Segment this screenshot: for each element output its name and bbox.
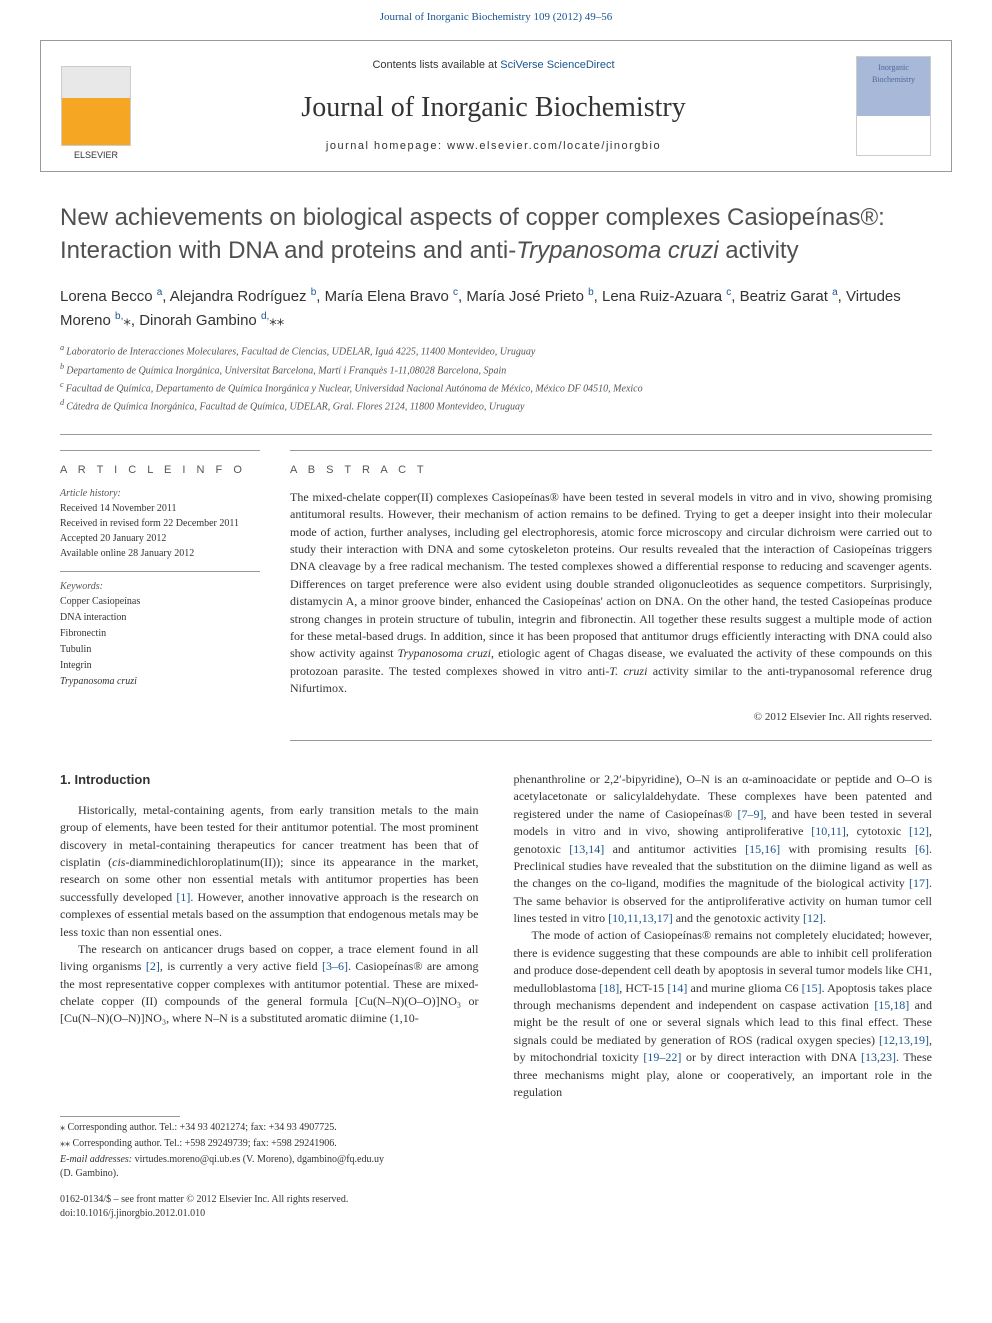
intro-paragraph-3: The mode of action of Casiopeínas® remai… [514,927,933,1101]
corresponding-2: ⁎⁎ Corresponding author. Tel.: +598 2924… [60,1137,446,1151]
ref-link[interactable]: [13,23] [861,1050,896,1064]
intro-heading: 1. Introduction [60,771,479,790]
intro-paragraph-1: Historically, metal-containing agents, f… [60,802,479,941]
ref-link[interactable]: [12] [803,911,823,925]
elsevier-logo [61,66,131,146]
ref-link[interactable]: [3–6] [322,959,348,973]
history-label: Article history: [60,487,260,501]
ref-link[interactable]: [12] [909,824,929,838]
ref-link[interactable]: [15] [802,981,822,995]
body-column-right: phenanthroline or 2,2′-bipyridine), O–N … [514,771,933,1101]
body-column-left: 1. Introduction Historically, metal-cont… [60,771,479,1101]
ref-link[interactable]: [15,18] [874,998,909,1012]
ref-link[interactable]: [13,14] [569,842,604,856]
journal-citation-link[interactable]: Journal of Inorganic Biochemistry 109 (2… [0,0,992,30]
journal-header-box: Contents lists available at SciVerse Sci… [40,40,952,172]
ref-link[interactable]: [17] [909,876,929,890]
abstract-divider [290,740,932,741]
ref-link[interactable]: [2] [146,959,160,973]
affiliations: a Laboratorio de Interacciones Molecular… [0,342,992,414]
ref-link[interactable]: [18] [599,981,619,995]
email-name-2: (D. Gambino). [60,1167,446,1181]
abstract-section: A B S T R A C T The mixed-chelate copper… [290,450,932,740]
ref-link[interactable]: [10,11] [811,824,846,838]
keywords-label: Keywords: [60,580,260,594]
journal-homepage: journal homepage: www.elsevier.com/locat… [151,139,836,154]
journal-name: Journal of Inorganic Biochemistry [151,88,836,127]
ref-link[interactable]: [7–9] [737,807,763,821]
issn-line: 0162-0134/$ – see front matter © 2012 El… [60,1193,446,1207]
info-divider [60,571,260,572]
article-title: New achievements on biological aspects o… [0,202,992,267]
journal-cover-thumbnail: Inorganic Biochemistry [856,56,931,156]
corresponding-1: ⁎ Corresponding author. Tel.: +34 93 402… [60,1121,446,1135]
ref-link[interactable]: [19–22] [643,1050,681,1064]
contents-list-line: Contents lists available at SciVerse Sci… [151,58,836,73]
section-divider [60,434,932,435]
ref-link[interactable]: [10,11,13,17] [608,911,673,925]
email-addresses: E-mail addresses: virtudes.moreno@qi.ub.… [60,1153,446,1167]
sciencedirect-link[interactable]: SciVerse ScienceDirect [500,59,614,71]
ref-link[interactable]: [6] [915,842,929,856]
history-items: Received 14 November 2011Received in rev… [60,501,260,561]
ref-link[interactable]: [14] [667,981,687,995]
header-center: Contents lists available at SciVerse Sci… [131,58,856,155]
ref-link[interactable]: [1] [176,890,190,904]
email-link-2[interactable]: dgambino@fq.edu.uy [297,1154,384,1165]
intro-paragraph-2-cont: phenanthroline or 2,2′-bipyridine), O–N … [514,771,933,928]
info-abstract-row: A R T I C L E I N F O Article history: R… [0,450,992,740]
ref-link[interactable]: [12,13,19] [879,1033,929,1047]
abstract-text: The mixed-chelate copper(II) complexes C… [290,489,932,698]
body-two-column: 1. Introduction Historically, metal-cont… [0,741,992,1101]
abstract-heading: A B S T R A C T [290,463,932,478]
doi-line: doi:10.1016/j.jinorgbio.2012.01.010 [60,1207,446,1221]
keywords-list: Copper CasiopeínasDNA interactionFibrone… [60,594,260,690]
intro-paragraph-2: The research on anticancer drugs based o… [60,941,479,1028]
authors-list: Lorena Becco a, Alejandra Rodríguez b, M… [0,285,992,332]
ref-link[interactable]: [15,16] [745,842,780,856]
footnote-divider [60,1116,180,1117]
article-info-sidebar: A R T I C L E I N F O Article history: R… [60,450,260,740]
email-link-1[interactable]: virtudes.moreno@qi.ub.es [135,1154,241,1165]
article-info-heading: A R T I C L E I N F O [60,463,260,478]
copyright-line: © 2012 Elsevier Inc. All rights reserved… [290,710,932,725]
